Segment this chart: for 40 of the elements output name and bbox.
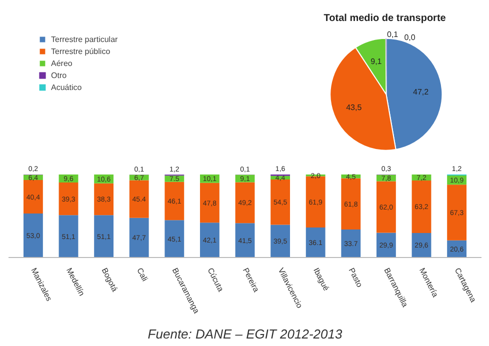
- data-label: 9,1: [370, 57, 382, 66]
- legend-label: Terrestre particular: [51, 34, 118, 44]
- bar: [200, 182, 220, 223]
- bar: [376, 232, 396, 258]
- bar: [129, 174, 149, 180]
- bar: [235, 182, 255, 224]
- bar: [24, 214, 43, 258]
- bar: [412, 180, 432, 233]
- x-tick-label: Pasto: [346, 266, 364, 290]
- bar: [200, 222, 220, 258]
- x-tick-label: Cali: [135, 266, 150, 283]
- bar: [235, 223, 255, 258]
- bar: [129, 218, 149, 258]
- bar: [94, 215, 114, 258]
- legend-label: Terrestre público: [51, 46, 110, 56]
- bar: [58, 182, 78, 216]
- legend-label: Otro: [51, 70, 68, 80]
- bar: [306, 228, 326, 258]
- bar: [164, 220, 184, 258]
- bar: [129, 180, 149, 218]
- bar: [447, 184, 466, 240]
- legend-label: Aéreo: [51, 58, 72, 68]
- bar: [58, 215, 78, 258]
- data-label: 0,1: [387, 30, 399, 39]
- legend-label: Acuático: [51, 82, 82, 92]
- bar: [94, 183, 114, 216]
- data-label: 47,2: [413, 87, 430, 96]
- bar: [341, 230, 361, 258]
- chart-title: Total medio de transporte: [324, 12, 446, 24]
- text: 0,0: [404, 32, 416, 42]
- data-label: 43,5: [346, 103, 362, 112]
- x-tick-label: Cúcuta: [206, 266, 226, 294]
- source-note: Fuente: DANE – EGIT 2012-2013: [148, 326, 343, 342]
- bar: [270, 180, 290, 225]
- bar: [235, 174, 255, 182]
- bar: [341, 178, 361, 230]
- bar: [164, 182, 184, 220]
- bar: [376, 181, 396, 233]
- bar: [270, 224, 290, 258]
- bar: [24, 180, 43, 214]
